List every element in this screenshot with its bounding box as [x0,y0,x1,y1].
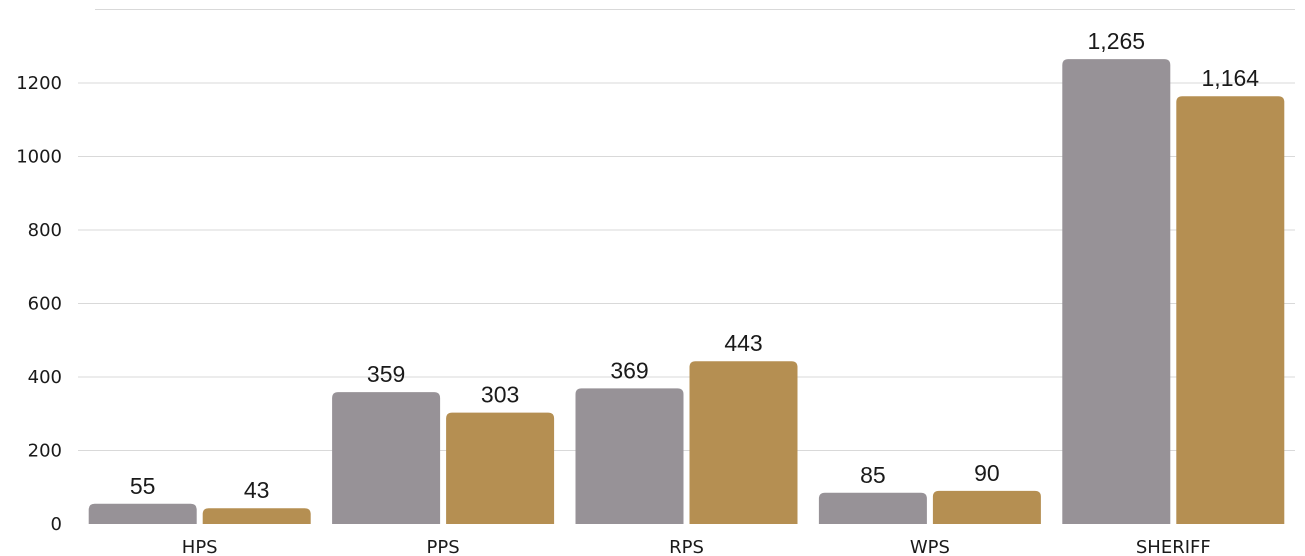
data-label: 90 [974,460,1000,486]
y-tick-label: 1000 [16,147,62,168]
bar-hps-series-1 [88,503,197,524]
bar-wps-series-1 [818,492,927,524]
gridlines [78,9,1295,451]
data-label: 303 [481,382,519,408]
bar-rps-series-2 [689,361,798,524]
y-tick-label: 200 [28,441,62,462]
y-tick-label: 800 [28,220,62,241]
data-label: 85 [860,462,886,488]
bar-rps-series-1 [575,388,684,524]
bar-pps-series-1 [332,392,441,524]
x-tick-label: WPS [910,537,950,556]
x-tick-label: HPS [182,537,218,556]
y-tick-label: 0 [51,514,62,535]
data-label: 359 [367,361,405,387]
data-label: 55 [130,473,156,499]
bar-hps-series-2 [202,508,311,524]
x-axis: HPS PPS RPS WPS SHERIFF [182,537,1211,556]
bar-wps-series-2 [932,490,1041,524]
y-tick-label: 400 [28,367,62,388]
y-tick-label: 600 [28,294,62,315]
bar-sheriff-series-2 [1176,96,1285,524]
bar-sheriff-series-1 [1062,59,1171,525]
data-label: 1,164 [1202,65,1260,91]
data-labels: 55 43 359 303 369 443 85 90 1,265 1,164 [130,28,1259,503]
bar-pps-series-2 [446,412,555,524]
data-label: 1,265 [1088,28,1146,54]
data-label: 43 [244,477,270,503]
x-tick-label: SHERIFF [1136,537,1211,556]
y-axis: 0 200 400 600 800 1000 1200 [16,73,62,535]
y-tick-label: 1200 [16,73,62,94]
data-label: 443 [724,330,762,356]
data-label: 369 [610,357,648,383]
bars [88,59,1285,525]
x-tick-label: PPS [427,537,460,556]
x-tick-label: RPS [669,537,704,556]
